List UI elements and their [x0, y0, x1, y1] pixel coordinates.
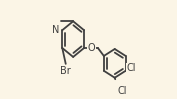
Text: Br: Br: [60, 66, 71, 76]
Text: Cl: Cl: [117, 86, 127, 96]
Text: O: O: [88, 43, 95, 53]
Text: N: N: [52, 25, 59, 35]
Text: Cl: Cl: [127, 63, 136, 73]
